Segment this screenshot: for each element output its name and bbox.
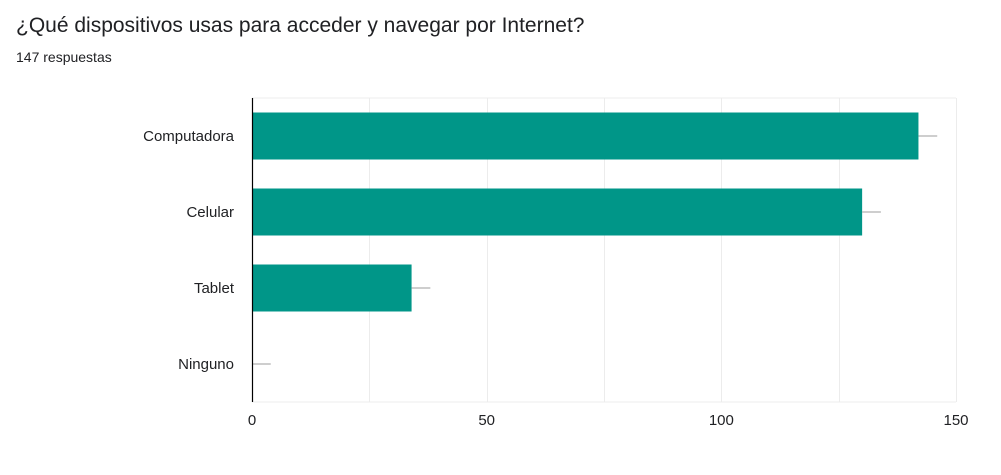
category-labels: Computadora Celular Tablet Ninguno bbox=[143, 128, 235, 373]
bar-celular bbox=[252, 188, 863, 236]
response-count: 147 respuestas bbox=[16, 49, 112, 65]
x-tick-label-100: 100 bbox=[709, 412, 734, 429]
x-tick-label-150: 150 bbox=[943, 412, 968, 429]
category-label-tablet: Tablet bbox=[194, 280, 235, 297]
category-label-computadora: Computadora bbox=[143, 128, 235, 145]
bars bbox=[252, 112, 919, 312]
x-tick-label-50: 50 bbox=[478, 412, 495, 429]
x-tick-label-0: 0 bbox=[248, 412, 256, 429]
category-label-celular: Celular bbox=[186, 204, 234, 221]
category-label-ninguno: Ninguno bbox=[178, 356, 234, 373]
bar-tablet bbox=[252, 264, 412, 312]
bar-computadora bbox=[252, 112, 919, 160]
x-tick-labels: 0 50 100 150 bbox=[248, 412, 969, 429]
error-bars bbox=[252, 135, 938, 365]
chart-title: ¿Qué dispositivos usas para acceder y na… bbox=[16, 14, 585, 37]
